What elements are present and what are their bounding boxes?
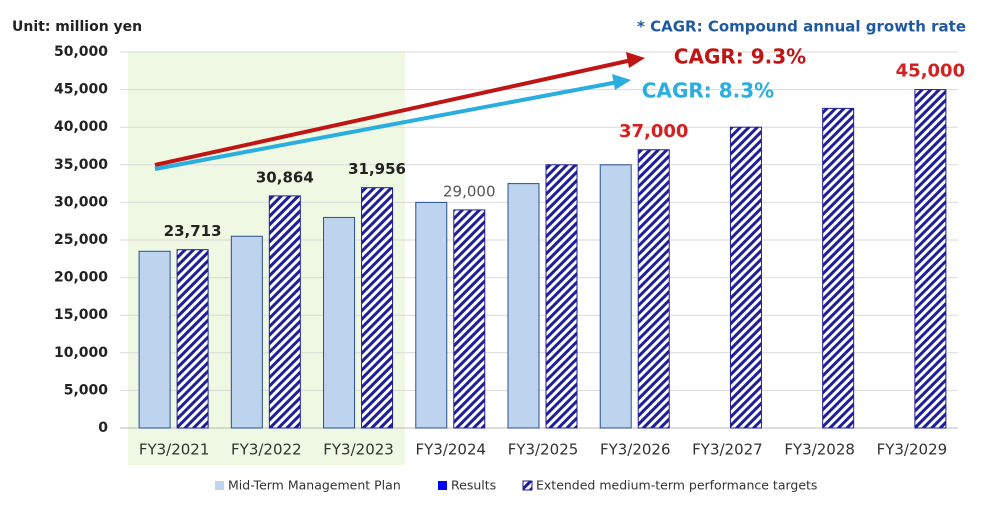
- x-tick-label: FY3/2027: [692, 441, 763, 459]
- y-tick-label: 10,000: [54, 345, 108, 361]
- y-tick-label: 35,000: [54, 157, 108, 173]
- data-label: 37,000: [619, 121, 688, 142]
- x-tick-label: FY3/2029: [877, 441, 948, 459]
- legend-swatch: [522, 480, 533, 491]
- arrow-head: [612, 74, 631, 90]
- cagr-arrow: [154, 58, 633, 167]
- bar: [176, 249, 209, 429]
- y-tick-label: 20,000: [54, 270, 108, 286]
- x-tick-label: FY3/2025: [508, 441, 579, 459]
- bar: [138, 250, 171, 429]
- annotation: CAGR: 9.3%: [674, 45, 806, 69]
- data-label: 29,000: [443, 182, 496, 200]
- data-label: 31,956: [348, 160, 406, 178]
- x-tick-label: FY3/2022: [231, 441, 302, 459]
- bar: [545, 164, 578, 429]
- bar: [599, 164, 632, 429]
- y-tick-label: 0: [98, 420, 108, 436]
- data-label: 30,864: [256, 168, 314, 186]
- data-label: 45,000: [896, 61, 965, 82]
- legend-label: Mid-Term Management Plan: [228, 478, 401, 493]
- legend-swatch: [215, 481, 224, 490]
- y-tick-label: 15,000: [54, 307, 108, 323]
- cagr-arrow: [154, 80, 619, 171]
- bar: [914, 89, 947, 429]
- arrow-head: [626, 52, 645, 68]
- y-tick-label: 30,000: [54, 194, 108, 210]
- x-tick-label: FY3/2026: [600, 441, 671, 459]
- bar: [268, 195, 301, 429]
- bar: [323, 216, 356, 429]
- legend-label: Extended medium-term performance targets: [536, 478, 817, 493]
- bar: [230, 235, 263, 429]
- bar: [453, 209, 486, 429]
- x-tick-label: FY3/2024: [415, 441, 486, 459]
- bar: [507, 183, 540, 429]
- footnote: * CAGR: Compound annual growth rate: [637, 18, 966, 36]
- bar: [729, 126, 762, 429]
- unit-note: Unit: million yen: [12, 19, 142, 35]
- data-label: 23,713: [164, 222, 222, 240]
- x-tick-label: FY3/2023: [323, 441, 394, 459]
- legend-swatch: [438, 481, 447, 490]
- y-tick-label: 5,000: [64, 382, 109, 398]
- y-tick-label: 45,000: [54, 82, 108, 98]
- bar: [822, 107, 855, 429]
- x-tick-label: FY3/2028: [784, 441, 855, 459]
- bar: [361, 187, 394, 429]
- legend-label: Results: [451, 478, 496, 493]
- annotation: CAGR: 8.3%: [642, 79, 774, 103]
- bar: [637, 149, 670, 429]
- y-tick-label: 25,000: [54, 232, 108, 248]
- y-tick-label: 40,000: [54, 119, 108, 135]
- bar: [415, 201, 448, 429]
- x-tick-label: FY3/2021: [139, 441, 210, 459]
- y-tick-label: 50,000: [54, 44, 108, 60]
